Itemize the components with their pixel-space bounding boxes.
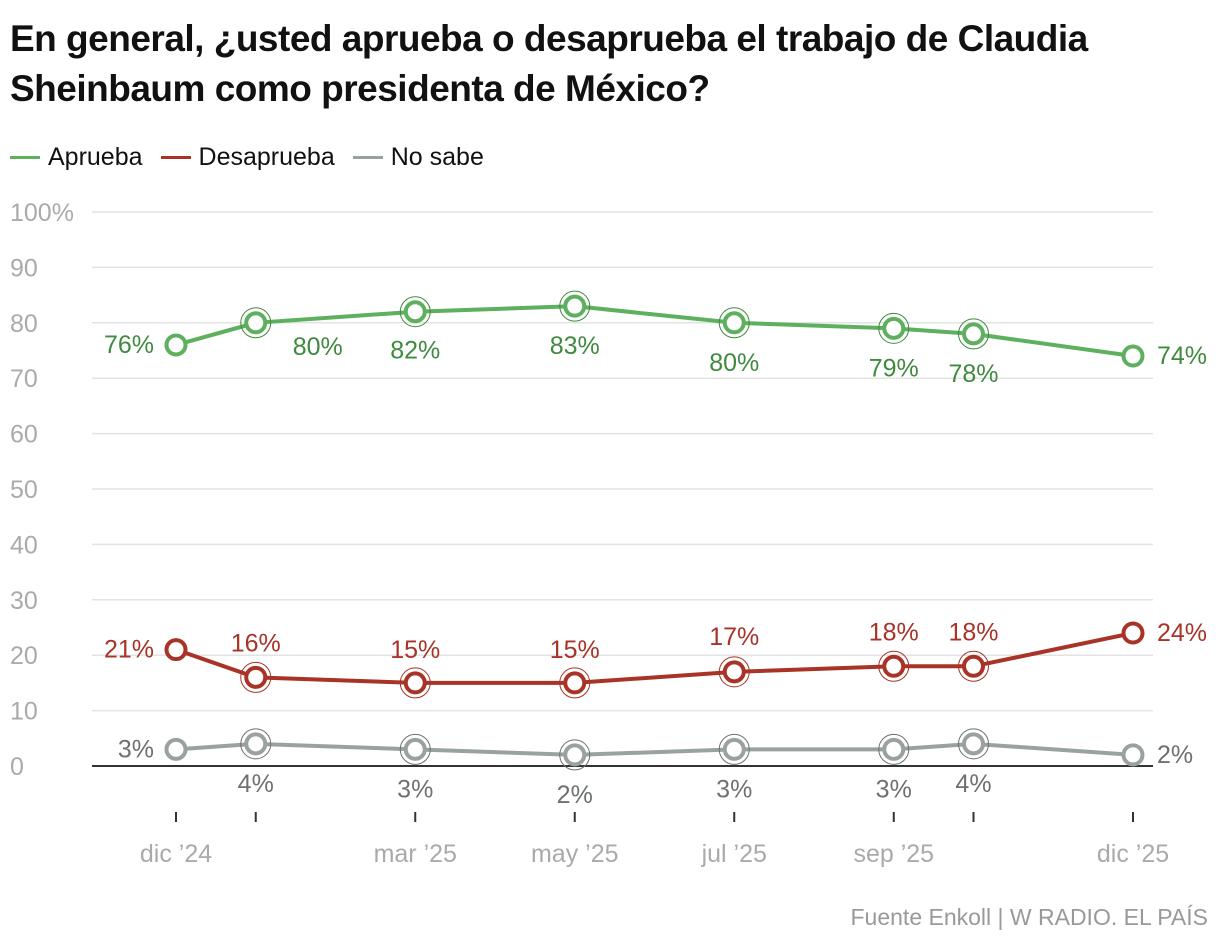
data-point	[244, 732, 268, 756]
y-tick-label: 90	[10, 254, 38, 282]
data-point	[244, 311, 268, 335]
data-point	[403, 671, 427, 695]
marker-halo	[958, 318, 989, 350]
data-label: 79%	[869, 354, 919, 382]
marker-halo	[399, 667, 431, 699]
legend-label: No sabe	[390, 143, 484, 171]
data-point	[164, 737, 188, 761]
data-point	[882, 654, 906, 678]
data-label: 3%	[118, 735, 154, 763]
data-point	[722, 660, 746, 684]
data-point	[882, 737, 906, 761]
legend-swatch	[10, 156, 40, 159]
data-label: 18%	[948, 618, 998, 646]
data-point	[563, 743, 587, 767]
data-label: 80%	[709, 349, 759, 377]
x-tick-label: mar ’25	[374, 840, 457, 868]
legend-swatch	[160, 156, 191, 159]
data-label: 74%	[1157, 342, 1207, 370]
marker-halo	[878, 650, 910, 682]
legend-swatch	[352, 156, 383, 159]
legend-label: Aprueba	[48, 143, 143, 171]
data-label: 76%	[104, 331, 154, 359]
data-label: 2%	[1157, 741, 1193, 769]
data-label: 3%	[397, 775, 433, 803]
data-point	[403, 300, 427, 324]
legend-label: Desaprueba	[198, 143, 335, 171]
data-point	[563, 294, 587, 318]
data-point	[403, 737, 427, 761]
y-tick-label: 30	[10, 587, 38, 615]
y-tick-label: 10	[10, 698, 38, 726]
series-line-no-sabe	[175, 741, 1134, 757]
y-tick-label: 80	[10, 310, 38, 338]
y-tick-label: 50	[10, 476, 38, 504]
data-point	[882, 316, 906, 340]
y-tick-label: 20	[10, 642, 38, 670]
data-point	[962, 322, 985, 346]
data-point	[962, 654, 985, 678]
marker-halo	[399, 296, 431, 328]
data-label: 15%	[390, 636, 440, 664]
x-tick-label: may ’25	[531, 840, 619, 868]
data-label: 18%	[869, 618, 919, 646]
marker-halo	[958, 728, 989, 760]
data-point	[244, 665, 268, 689]
marker-halo	[399, 733, 431, 765]
data-label: 78%	[948, 360, 998, 388]
marker-halo	[240, 728, 272, 760]
legend-item-aprueba: Aprueba	[10, 143, 143, 172]
data-label: 21%	[104, 636, 154, 664]
data-label: 3%	[876, 775, 912, 803]
marker-halo	[559, 667, 591, 699]
x-tick-label: sep ’25	[853, 840, 934, 868]
data-point	[164, 333, 188, 357]
y-tick-label: 60	[10, 421, 38, 449]
marker-halo	[559, 290, 591, 322]
marker-halo	[718, 733, 750, 765]
legend: Aprueba Desaprueba No sabe	[10, 143, 484, 172]
data-label: 4%	[238, 770, 274, 798]
data-point	[722, 311, 746, 335]
data-point	[164, 638, 188, 662]
marker-halo	[718, 656, 750, 688]
marker-halo	[878, 733, 910, 765]
legend-item-desaprueba: Desaprueba	[160, 143, 335, 172]
data-label: 80%	[293, 333, 343, 361]
series-line-desaprueba	[175, 631, 1134, 685]
data-label: 4%	[955, 770, 991, 798]
data-label: 83%	[550, 332, 600, 360]
x-tick-label: dic ’24	[140, 840, 212, 868]
data-point	[563, 671, 587, 695]
marker-halo	[958, 650, 989, 682]
source-note: Fuente Enkoll | W RADIO. EL PAÍS	[850, 904, 1209, 930]
legend-item-no-sabe: No sabe	[352, 143, 484, 172]
data-label: 2%	[557, 781, 593, 809]
data-point	[962, 732, 985, 756]
data-label: 82%	[390, 337, 440, 365]
marker-halo	[240, 307, 272, 339]
chart-title: En general, ¿usted aprueba o desaprueba …	[10, 18, 1088, 109]
data-label: 3%	[716, 775, 752, 803]
data-label: 15%	[550, 636, 600, 664]
x-tick-label: jul ’25	[701, 840, 767, 868]
y-tick-label: 70	[10, 365, 38, 393]
marker-halo	[240, 661, 272, 693]
data-label: 24%	[1157, 619, 1207, 647]
data-point	[1121, 621, 1145, 645]
x-tick-label: dic ’25	[1097, 840, 1169, 868]
data-label: 16%	[231, 629, 281, 657]
data-point	[1121, 344, 1145, 368]
data-point	[1121, 743, 1145, 767]
data-label: 17%	[709, 623, 759, 651]
marker-halo	[878, 312, 910, 344]
y-tick-label: 100%	[10, 199, 74, 227]
series-line-aprueba	[175, 304, 1134, 359]
marker-halo	[718, 307, 750, 339]
marker-halo	[559, 739, 591, 771]
y-tick-label: 0	[10, 753, 24, 781]
y-tick-label: 40	[10, 531, 38, 559]
data-point	[722, 737, 746, 761]
